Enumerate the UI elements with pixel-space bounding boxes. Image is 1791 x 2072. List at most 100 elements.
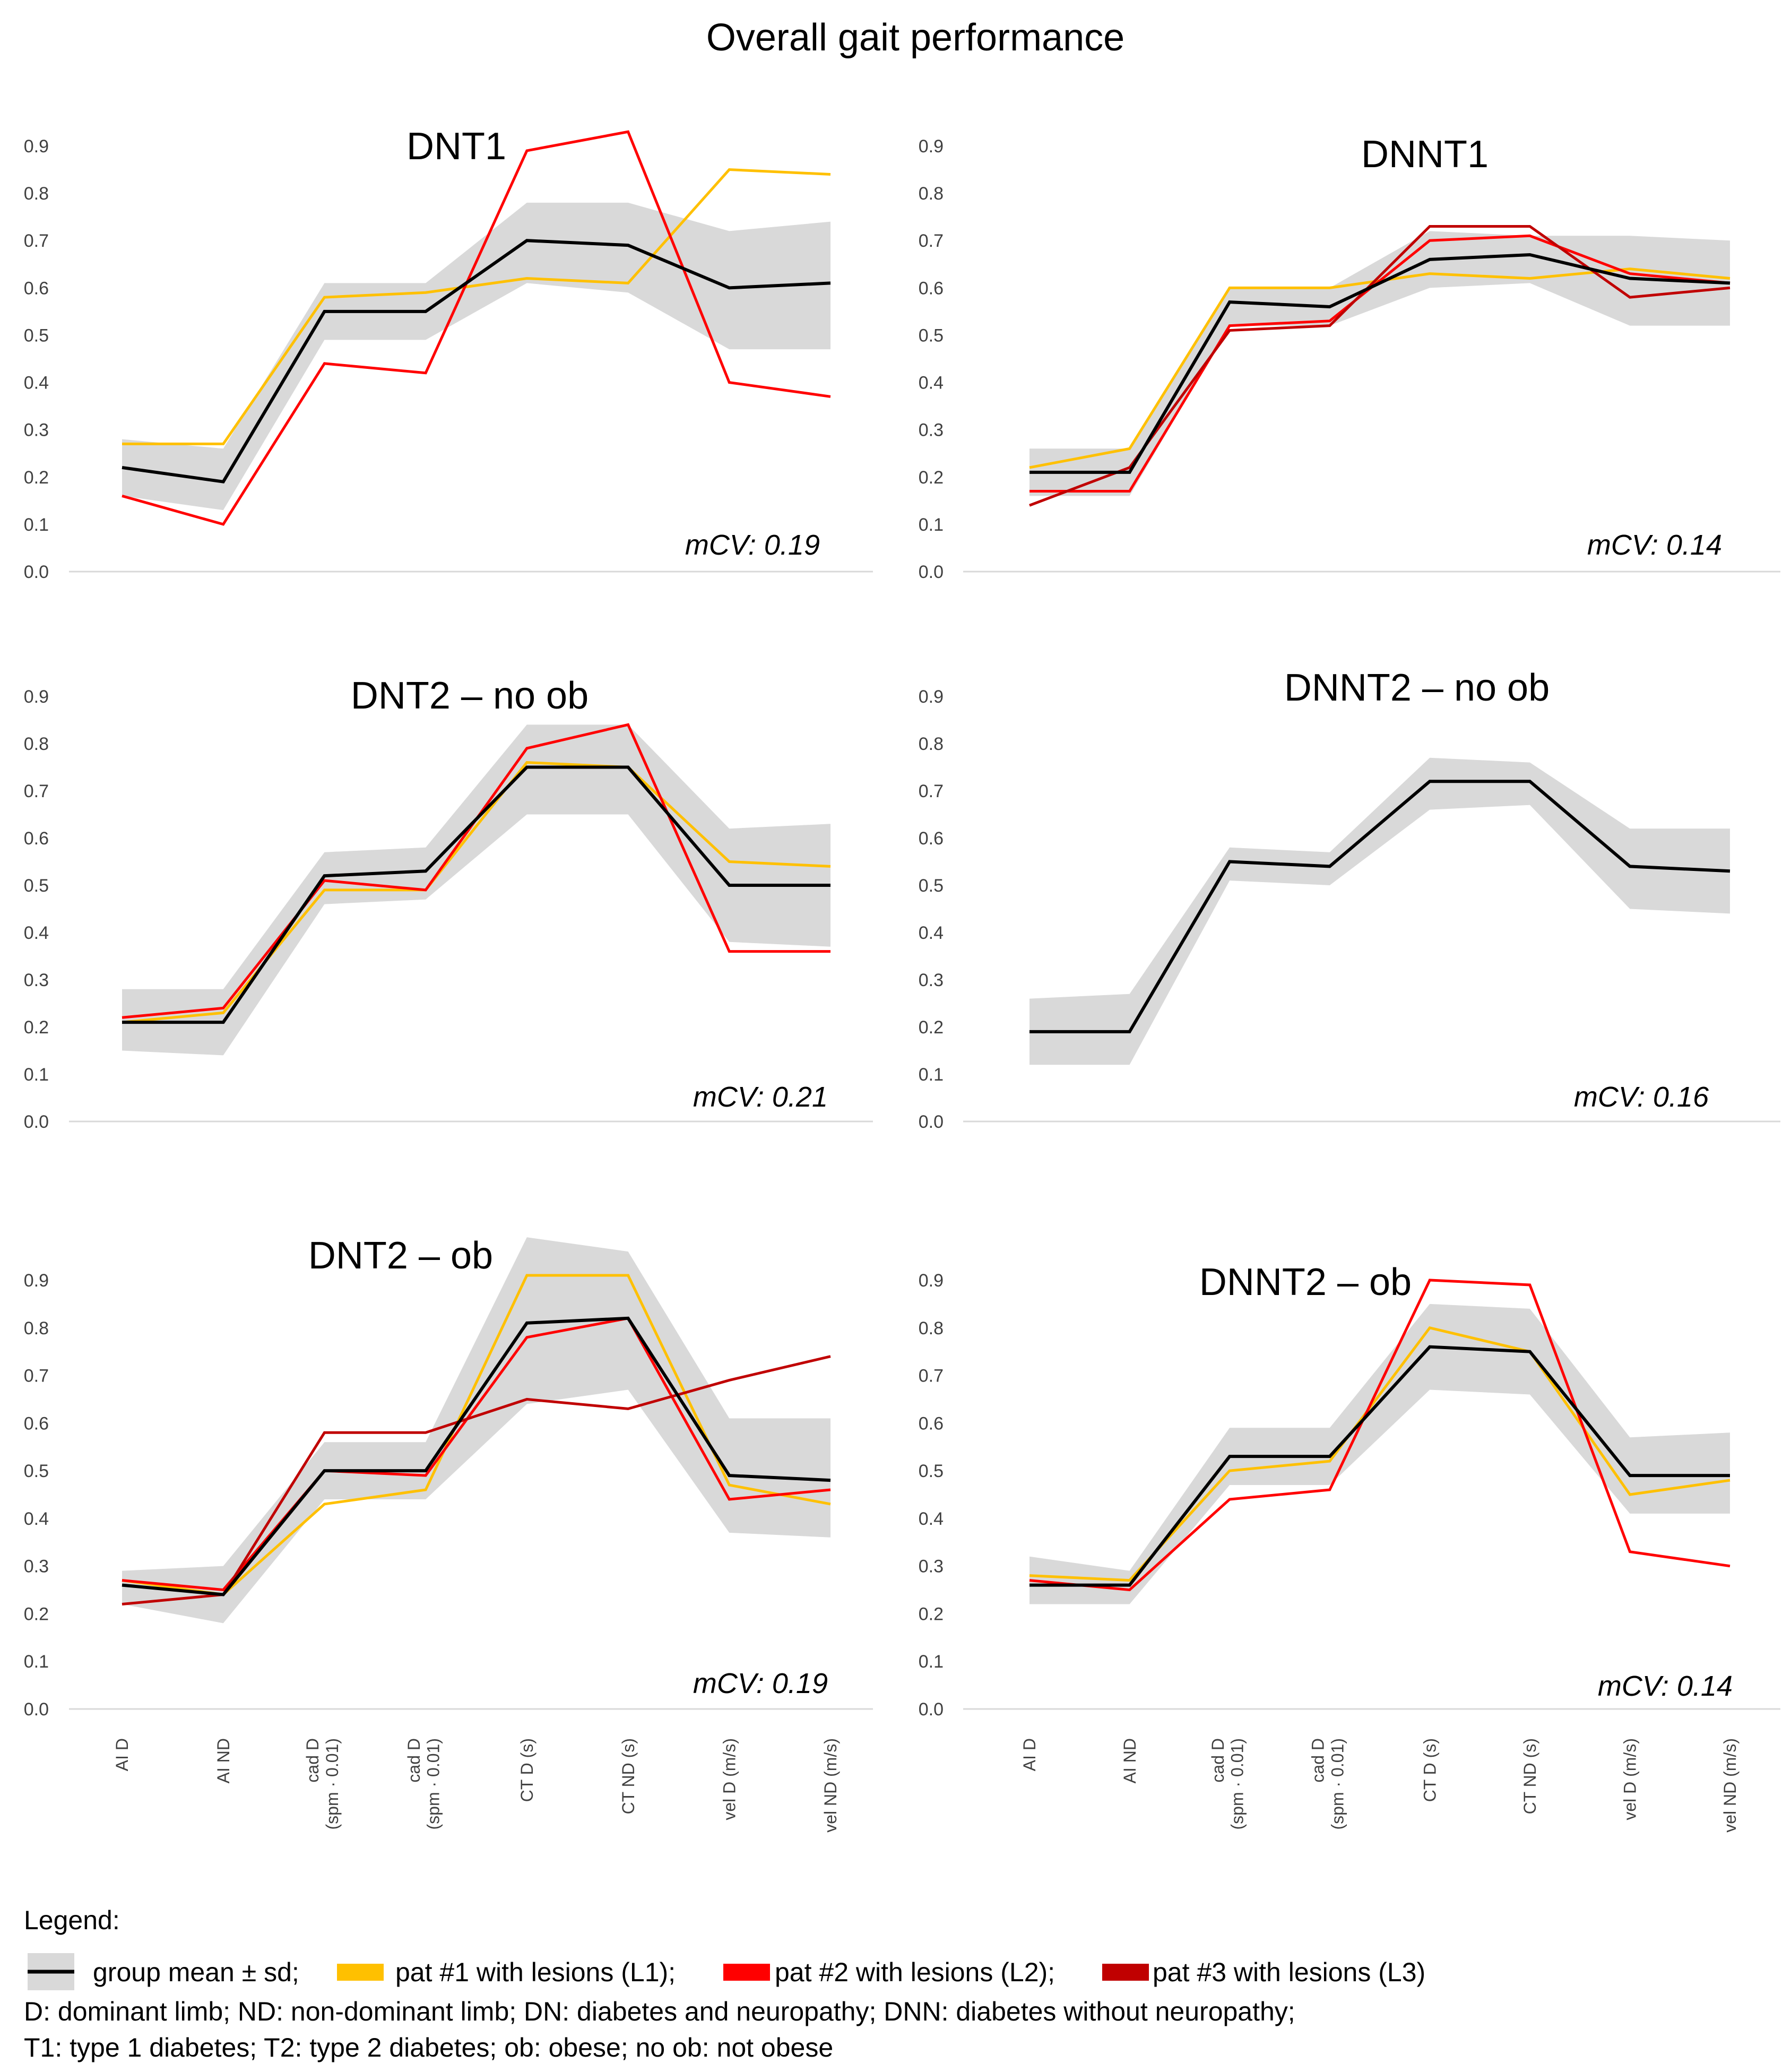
x-tick-label: cad D(spm · 0.01) — [404, 1738, 443, 1829]
x-tick-label: vel D (m/s) — [720, 1738, 739, 1820]
x-tick-label: vel D (m/s) — [1621, 1738, 1640, 1820]
series-line-group-mean — [1029, 253, 1731, 474]
y-tick-label: 0.1 — [919, 515, 944, 535]
y-tick-label: 0.0 — [24, 1699, 49, 1720]
legend-label-l2: pat #2 with lesions (L2); — [775, 1957, 1055, 1987]
panel-title: DNNT2 – ob — [1199, 1261, 1412, 1303]
x-tick-label: vel ND (m/s) — [1720, 1738, 1740, 1833]
y-tick-label: 0.6 — [24, 278, 49, 298]
legend-swatch-l1 — [337, 1964, 384, 1981]
y-tick-label: 0.7 — [24, 1366, 49, 1386]
y-tick-label: 0.0 — [919, 562, 944, 582]
y-tick-label: 0.6 — [24, 828, 49, 849]
mcv-label: mCV: 0.21 — [693, 1081, 828, 1113]
legend-label-mean: group mean ± sd; — [93, 1957, 299, 1987]
y-tick-label: 0.6 — [24, 1413, 49, 1434]
y-tick-label: 0.0 — [919, 1699, 944, 1720]
series-line-group-mean — [1029, 780, 1731, 1033]
y-tick-label: 0.3 — [919, 420, 944, 441]
y-tick-label: 0.2 — [24, 1017, 49, 1038]
x-tick-label: CT D (s) — [1420, 1738, 1439, 1802]
panel-title: DNT2 – no ob — [351, 675, 589, 717]
y-tick-label: 0.5 — [919, 876, 944, 896]
y-tick-label: 0.6 — [919, 1413, 944, 1434]
y-tick-label: 0.1 — [24, 1065, 49, 1085]
legend-heading: Legend: — [24, 1905, 120, 1935]
y-tick-label: 0.1 — [24, 515, 49, 535]
panel-title: DNT2 – ob — [308, 1234, 493, 1277]
y-tick-label: 0.7 — [919, 1366, 944, 1386]
legend-label-l1: pat #1 with lesions (L1); — [395, 1957, 676, 1987]
x-tick-label: CT ND (s) — [1520, 1738, 1539, 1814]
sd-band — [122, 724, 830, 1056]
y-tick-label: 0.8 — [24, 734, 49, 754]
x-tick-label: AI ND — [214, 1738, 233, 1783]
y-tick-label: 0.3 — [919, 1557, 944, 1577]
y-tick-label: 0.7 — [919, 231, 944, 251]
sd-band — [1029, 757, 1730, 1065]
x-tick-label: CT D (s) — [517, 1738, 537, 1802]
y-tick-label: 0.2 — [24, 468, 49, 488]
y-tick-label: 0.6 — [919, 828, 944, 849]
y-tick-label: 0.0 — [24, 562, 49, 582]
y-tick-label: 0.2 — [919, 1017, 944, 1038]
series-line-group-mean — [122, 765, 830, 1024]
chart-panel-1: 0.0 0.1 0.2 0.3 0.4 0.5 0.6 0.7 0.8 0.9 DNT1 mCV: 0… — [24, 125, 873, 582]
y-tick-label: 0.7 — [919, 781, 944, 801]
y-tick-label: 0.2 — [24, 1604, 49, 1624]
y-tick-label: 0.9 — [24, 1271, 49, 1291]
y-tick-label: 0.9 — [919, 1271, 944, 1291]
series-line-pat-1-l1- — [122, 168, 831, 445]
series-line-pat-2-l2- — [1029, 234, 1731, 493]
sd-band — [1029, 1303, 1730, 1604]
y-tick-label: 0.9 — [24, 136, 49, 157]
y-tick-label: 0.4 — [24, 1509, 49, 1529]
y-tick-label: 0.9 — [919, 687, 944, 707]
series-line-group-mean — [1029, 1345, 1730, 1587]
x-tick-label: cad D(spm · 0.01) — [303, 1738, 342, 1829]
x-tick-label: CT ND (s) — [619, 1738, 638, 1814]
series-line-pat-2-l2- — [1029, 1279, 1731, 1592]
y-tick-label: 0.8 — [919, 734, 944, 754]
y-tick-label: 0.4 — [919, 373, 944, 393]
y-tick-label: 0.1 — [24, 1652, 49, 1672]
y-tick-label: 0.9 — [919, 136, 944, 157]
x-tick-label: cad D(spm · 0.01) — [1208, 1738, 1247, 1829]
y-tick-label: 0.5 — [24, 1461, 49, 1481]
chart-panel-2: 0.0 0.1 0.2 0.3 0.4 0.5 0.6 0.7 0.8 0.9 DNNT1 mCV: … — [919, 133, 1780, 582]
chart-panel-6: 0.0 0.1 0.2 0.3 0.4 0.5 0.6 0.7 0.8 0.9 DNNT2 – ob… — [919, 1261, 1780, 1833]
x-tick-label: vel ND (m/s) — [821, 1738, 840, 1833]
y-tick-label: 0.9 — [24, 687, 49, 707]
mcv-label: mCV: 0.19 — [693, 1668, 828, 1699]
figure-title: Overall gait performance — [706, 16, 1124, 59]
y-tick-label: 0.1 — [919, 1652, 944, 1672]
y-tick-label: 0.5 — [24, 325, 49, 346]
panel-title: DNNT2 – no ob — [1284, 667, 1550, 709]
legend-swatch-l2 — [723, 1964, 770, 1981]
y-tick-label: 0.2 — [919, 468, 944, 488]
sd-band — [122, 202, 830, 511]
mcv-label: mCV: 0.19 — [685, 529, 820, 561]
y-tick-label: 0.3 — [24, 420, 49, 441]
y-tick-label: 0.4 — [24, 923, 49, 943]
y-tick-label: 0.8 — [24, 1318, 49, 1339]
legend-note-1: D: dominant limb; ND: non-dominant limb;… — [24, 1997, 1295, 2026]
mcv-label: mCV: 0.14 — [1587, 529, 1722, 561]
y-tick-label: 0.5 — [24, 876, 49, 896]
x-tick-label: AI D — [113, 1738, 132, 1771]
x-tick-label: AI ND — [1120, 1738, 1139, 1783]
y-tick-label: 0.8 — [24, 184, 49, 204]
panel-title: DNNT1 — [1361, 133, 1489, 176]
chart-panel-4: 0.0 0.1 0.2 0.3 0.4 0.5 0.6 0.7 0.8 0.9 DNNT2 – no… — [919, 667, 1780, 1132]
series-line-group-mean — [122, 1316, 831, 1596]
y-tick-label: 0.5 — [919, 1461, 944, 1481]
y-tick-label: 0.8 — [919, 184, 944, 204]
mcv-label: mCV: 0.14 — [1598, 1670, 1733, 1702]
y-tick-label: 0.3 — [24, 1557, 49, 1577]
legend-swatch-l3 — [1102, 1964, 1149, 1981]
y-tick-label: 0.4 — [919, 1509, 944, 1529]
y-tick-label: 0.3 — [919, 970, 944, 990]
y-tick-label: 0.8 — [919, 1318, 944, 1339]
y-tick-label: 0.2 — [919, 1604, 944, 1624]
y-tick-label: 0.0 — [919, 1112, 944, 1132]
